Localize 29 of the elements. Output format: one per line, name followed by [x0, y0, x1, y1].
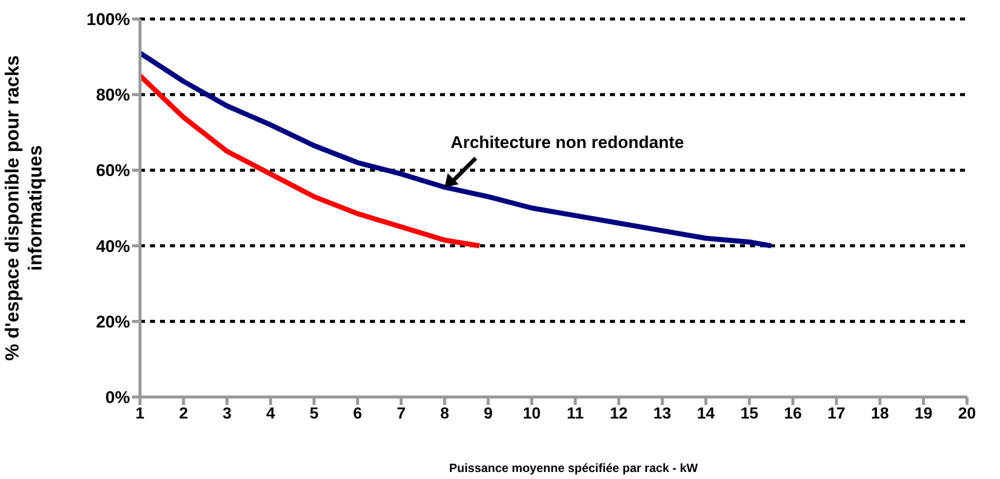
x-tick-label: 1 — [136, 405, 145, 422]
y-tick-label: 60% — [96, 161, 130, 180]
y-tick-label: 20% — [96, 312, 130, 332]
x-tick-label: 7 — [396, 405, 406, 422]
x-tick-label: 6 — [353, 405, 362, 422]
annotation: Architecture non redondante — [450, 133, 684, 152]
x-tick-label: 13 — [653, 405, 672, 422]
y-axis-title: % d'espace disponible pour racks informatiques — [2, 55, 46, 361]
x-tick-label: 10 — [522, 405, 541, 422]
x-tick-label: 17 — [828, 405, 846, 422]
x-tick-label: 15 — [740, 405, 758, 422]
y-tick-label: 100% — [86, 10, 130, 30]
y-tick-label: 80% — [96, 86, 130, 105]
x-tick-label: 20 — [958, 405, 976, 422]
x-tick-label: 4 — [266, 405, 276, 422]
x-tick-label: 9 — [484, 405, 493, 422]
x-tick-label: 11 — [566, 405, 584, 422]
x-tick-label: 14 — [696, 405, 715, 422]
x-tick-label: 18 — [871, 405, 889, 422]
x-tick-label: 2 — [179, 405, 188, 422]
y-tick-label: 40% — [96, 236, 130, 256]
x-tick-label: 5 — [310, 405, 319, 422]
x-tick-label: 8 — [440, 405, 450, 422]
x-tick-label: 12 — [610, 405, 628, 422]
y-tick-label: 0% — [105, 388, 130, 408]
x-tick-label: 3 — [222, 405, 232, 422]
x-tick-label: 16 — [784, 405, 802, 422]
x-axis-title: Puissance moyenne spécifiée par rack - kW — [449, 461, 699, 475]
x-tick-label: 19 — [914, 405, 932, 422]
